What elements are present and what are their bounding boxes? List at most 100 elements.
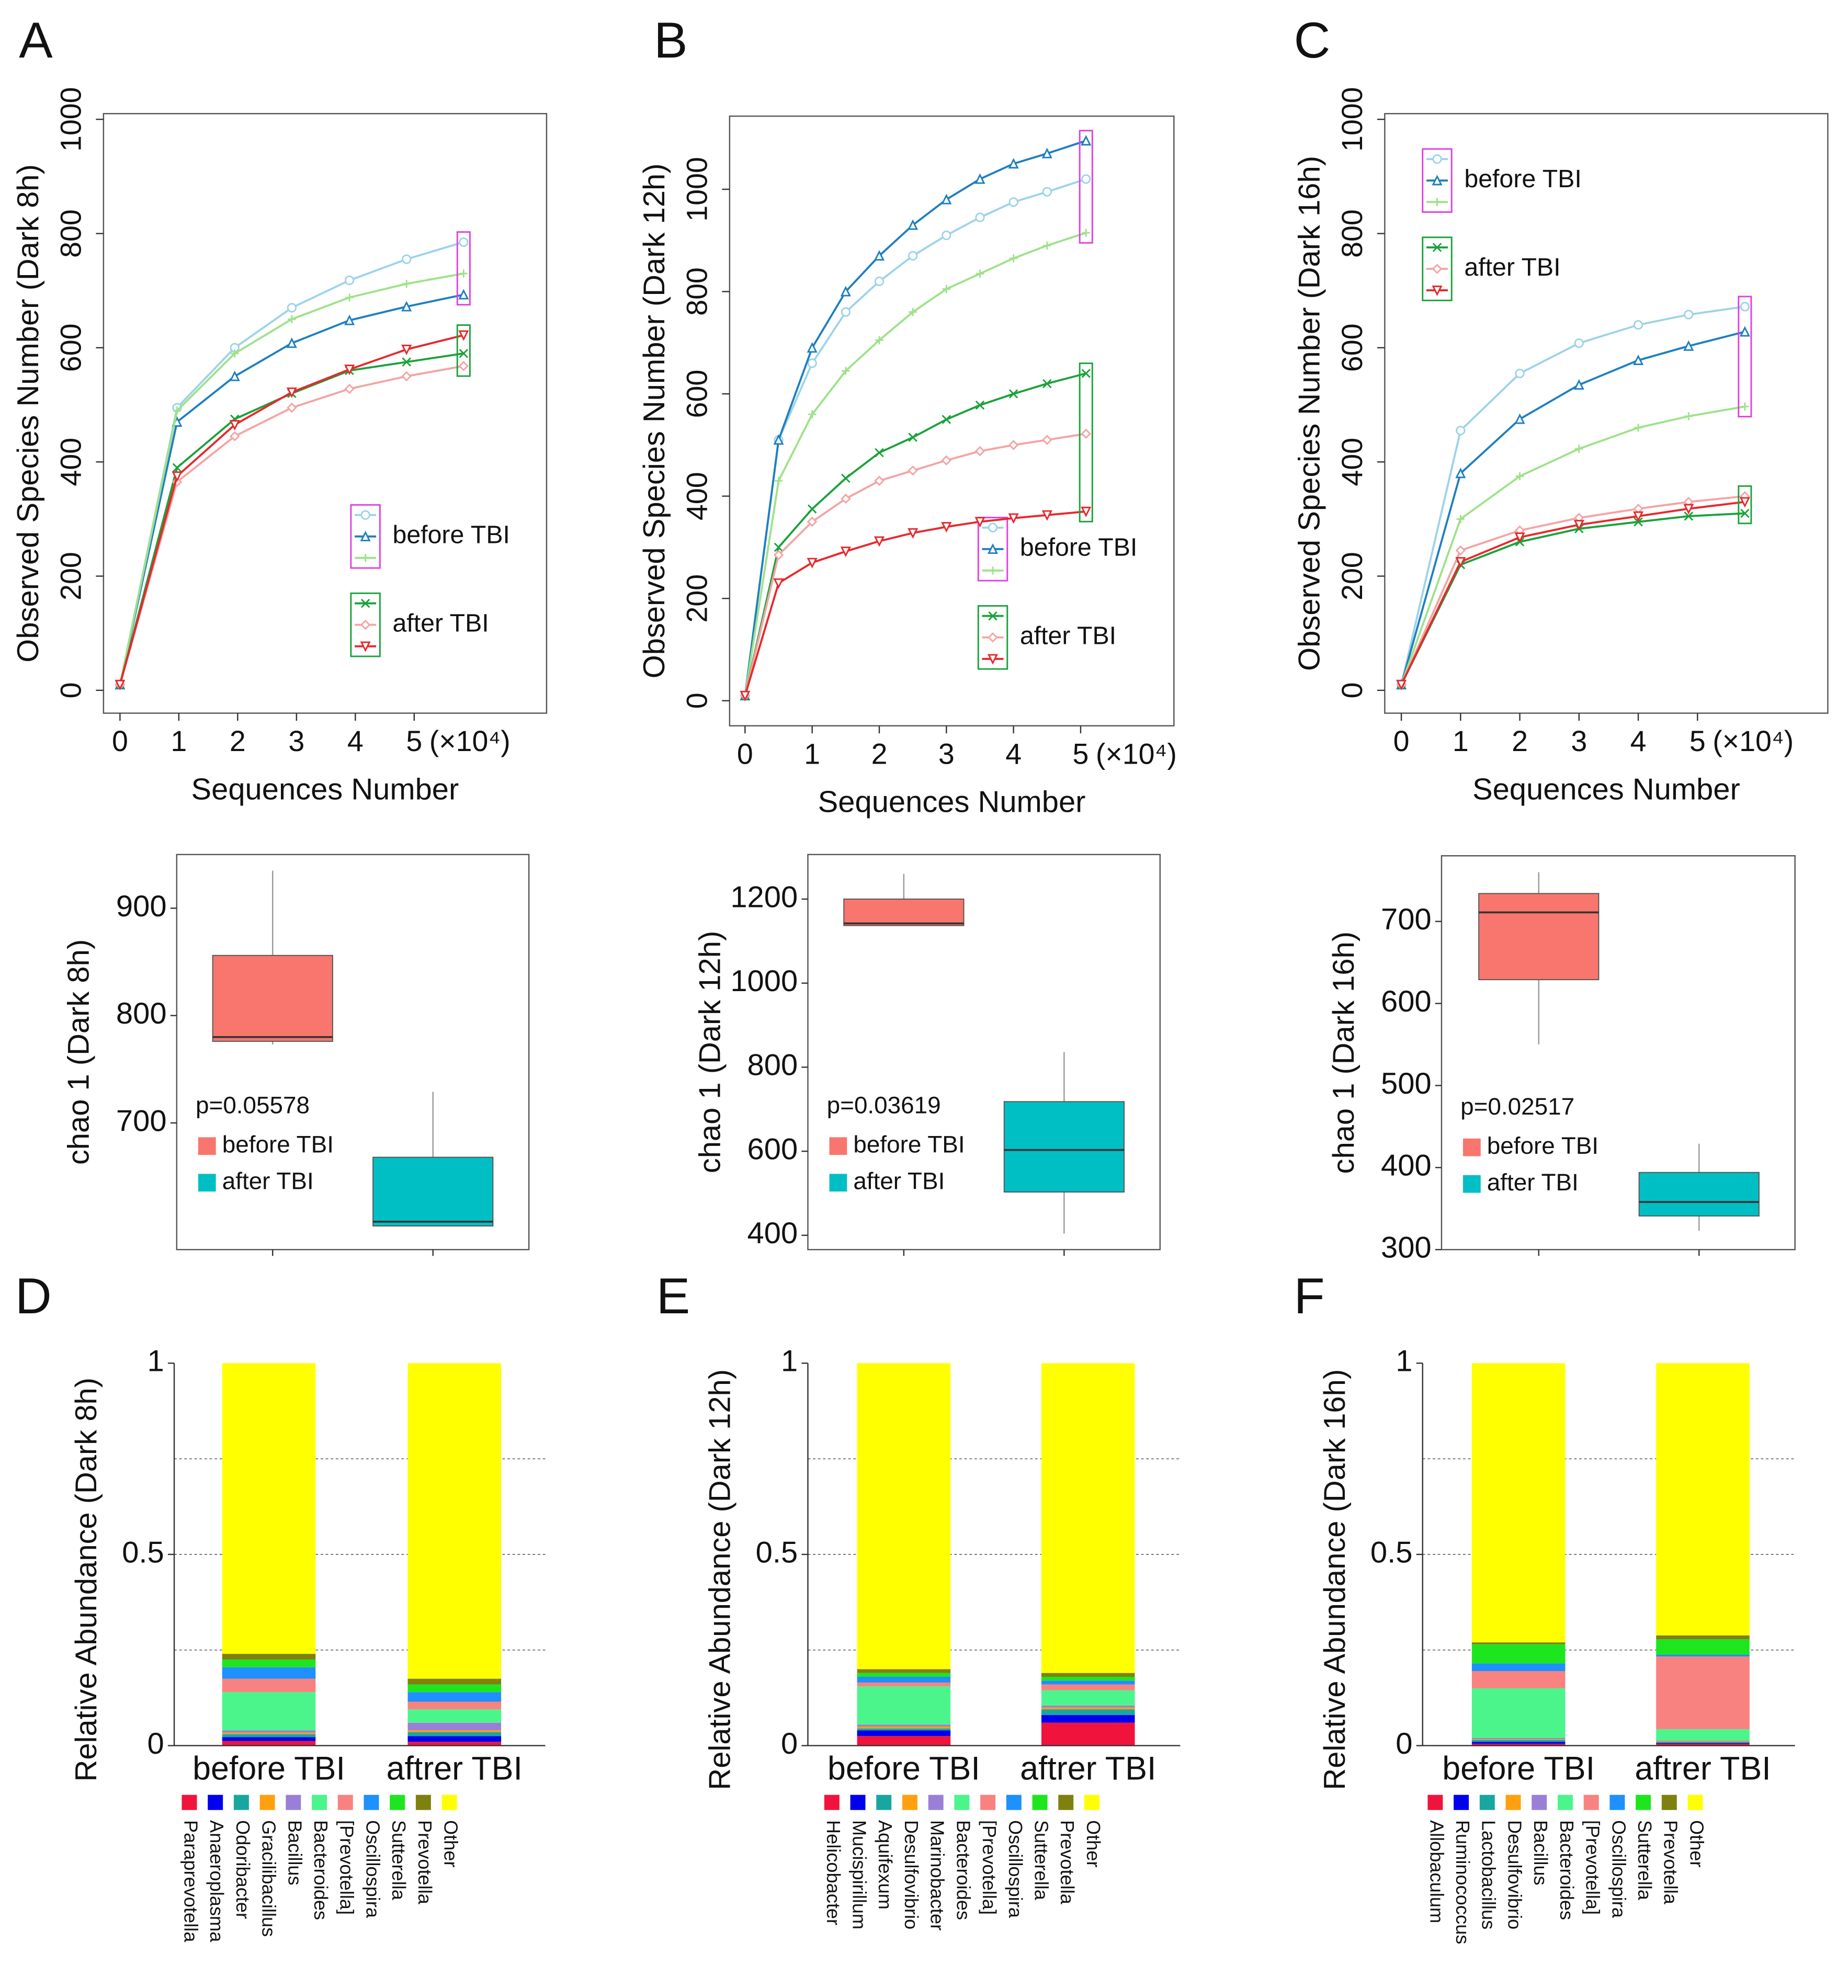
- point: [172, 463, 182, 472]
- y-tick-label: 400: [1381, 1149, 1432, 1183]
- y-axis-label: chao 1 (Dark 16h): [1327, 931, 1361, 1174]
- legend-marker: [987, 543, 999, 554]
- point: [402, 279, 411, 288]
- point: [808, 410, 817, 418]
- bar-segment: [1041, 1673, 1135, 1677]
- bar-segment: [222, 1654, 316, 1660]
- y-tick-label: 200: [681, 574, 713, 623]
- point: [840, 286, 851, 297]
- point: [976, 269, 984, 278]
- legend-swatch: [1427, 1794, 1443, 1810]
- point: [401, 301, 412, 312]
- point: [908, 219, 919, 230]
- point: [1515, 472, 1524, 481]
- legend-marker: [360, 619, 371, 630]
- bar-segment: [1041, 1722, 1135, 1746]
- legend-swatch: [233, 1794, 249, 1810]
- legend-label: Oscillospira: [1005, 1820, 1026, 1918]
- legend-swatch: [928, 1794, 944, 1810]
- point: [975, 212, 985, 222]
- bar-segment: [407, 1363, 502, 1679]
- legend-swatch: [1583, 1794, 1599, 1810]
- legend-swatch: [876, 1794, 892, 1810]
- point: [908, 465, 918, 476]
- y-tick-label: 600: [1336, 324, 1368, 372]
- bar-segment: [857, 1724, 951, 1727]
- legend-marker: [988, 632, 998, 643]
- legend-swatch: [337, 1794, 353, 1810]
- point: [1008, 389, 1018, 399]
- point: [1741, 402, 1749, 411]
- bar-segment: [1656, 1656, 1750, 1730]
- bar-segment: [1041, 1676, 1135, 1681]
- point: [1041, 147, 1052, 158]
- bar-segment: [407, 1678, 502, 1685]
- point: [974, 517, 985, 528]
- endpoint-bracket: [1738, 296, 1752, 418]
- x-tick-label: 0: [1393, 725, 1410, 757]
- y-tick-label: 1: [781, 1345, 798, 1378]
- legend-label: Bacillus: [1530, 1820, 1551, 1885]
- point: [807, 558, 818, 569]
- legend-marker: [361, 553, 370, 562]
- legend-label: Sutterella: [388, 1820, 410, 1901]
- point: [807, 342, 818, 353]
- legend-label: Prevotella: [414, 1820, 436, 1905]
- legend-marker: [1432, 264, 1443, 274]
- y-tick-label: 600: [55, 324, 87, 372]
- y-axis-label: Relative Abundance (Dark 8h): [70, 1378, 103, 1782]
- bar-segment: [1471, 1688, 1566, 1738]
- legend-marker: [988, 611, 997, 621]
- x-axis-label: Sequences Number: [818, 786, 1086, 819]
- point: [1042, 187, 1052, 197]
- bar-segment: [1656, 1639, 1750, 1655]
- bar-segment: [222, 1692, 316, 1731]
- legend-swatch: [902, 1794, 917, 1810]
- bar-segment: [857, 1363, 951, 1669]
- bar-segment: [222, 1363, 316, 1654]
- point: [458, 289, 469, 300]
- point: [841, 473, 851, 483]
- point: [740, 690, 751, 701]
- point: [875, 448, 884, 458]
- point: [1081, 428, 1091, 439]
- endpoint-bracket: [1079, 130, 1093, 244]
- point: [1009, 254, 1018, 263]
- x-tick-label: 3: [1571, 725, 1587, 757]
- point: [908, 251, 918, 261]
- y-tick-label: 0: [1396, 1727, 1412, 1760]
- bar-segment: [407, 1730, 502, 1732]
- bar-segment: [857, 1669, 951, 1673]
- point: [774, 542, 784, 552]
- point: [941, 455, 952, 465]
- point: [402, 254, 412, 264]
- y-tick-label: 0: [781, 1727, 798, 1760]
- point: [1683, 504, 1694, 515]
- x-tick-label: aftrer TBI: [387, 1750, 523, 1787]
- legend-label: after TBI: [393, 609, 489, 637]
- legend-label: Bacillus: [284, 1820, 305, 1885]
- y-tick-label: 700: [116, 1104, 167, 1138]
- y-tick-label: 1: [1396, 1345, 1412, 1378]
- bar-segment: [1471, 1740, 1566, 1742]
- point: [286, 387, 297, 398]
- legend-label: Prevotella: [1660, 1820, 1682, 1905]
- point: [1574, 338, 1584, 348]
- bar-segment: [1471, 1644, 1566, 1664]
- y-axis-label: Relative Abundance (Dark 12h): [704, 1369, 737, 1790]
- y-tick-label: 1200: [730, 880, 798, 914]
- point: [1008, 197, 1018, 207]
- legend-label: Helicobacter: [823, 1820, 844, 1925]
- y-tick-label: 600: [681, 370, 713, 418]
- legend-swatch: [1661, 1794, 1677, 1810]
- point: [974, 173, 985, 184]
- bar-segment: [857, 1726, 951, 1729]
- legend-swatch: [364, 1794, 379, 1810]
- point: [974, 446, 985, 457]
- legend-label: Bacteroides: [1556, 1820, 1578, 1920]
- bar-segment: [1656, 1363, 1750, 1636]
- point: [1632, 511, 1644, 522]
- point: [344, 314, 355, 325]
- legend-swatch: [824, 1794, 840, 1810]
